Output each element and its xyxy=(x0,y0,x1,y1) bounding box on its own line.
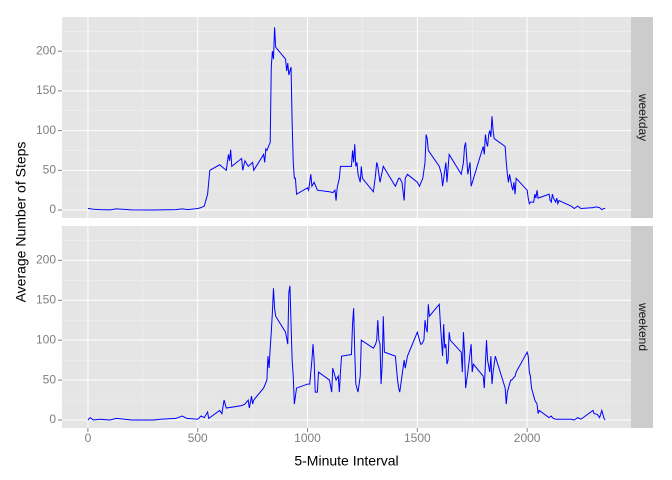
y-tick-label: 100 xyxy=(36,123,56,137)
data-line xyxy=(87,27,606,211)
y-tick-label: 100 xyxy=(36,332,56,346)
strip-label: weekend xyxy=(636,302,650,351)
strip xyxy=(631,226,653,428)
y-tick-label: 0 xyxy=(49,202,56,216)
x-tick-label: 1000 xyxy=(294,431,321,445)
panel xyxy=(62,226,631,428)
x-axis-title: 5-Minute Interval xyxy=(294,453,398,469)
strip xyxy=(631,17,653,218)
y-tick-label: 150 xyxy=(36,292,56,306)
x-tick-label: 1500 xyxy=(404,431,431,445)
y-tick-label: 0 xyxy=(49,412,56,426)
x-tick-label: 500 xyxy=(188,431,208,445)
y-tick-label: 200 xyxy=(36,43,56,57)
strip-label: weekday xyxy=(636,93,650,141)
y-tick-label: 150 xyxy=(36,83,56,97)
y-tick-label: 50 xyxy=(43,372,57,386)
y-tick-label: 200 xyxy=(36,253,56,267)
y-axis-title: Average Number of Steps xyxy=(13,142,29,303)
data-line xyxy=(87,285,606,421)
panel xyxy=(62,17,631,218)
x-tick-label: 0 xyxy=(85,431,92,445)
y-tick-label: 50 xyxy=(43,163,57,177)
x-tick-label: 2000 xyxy=(514,431,541,445)
